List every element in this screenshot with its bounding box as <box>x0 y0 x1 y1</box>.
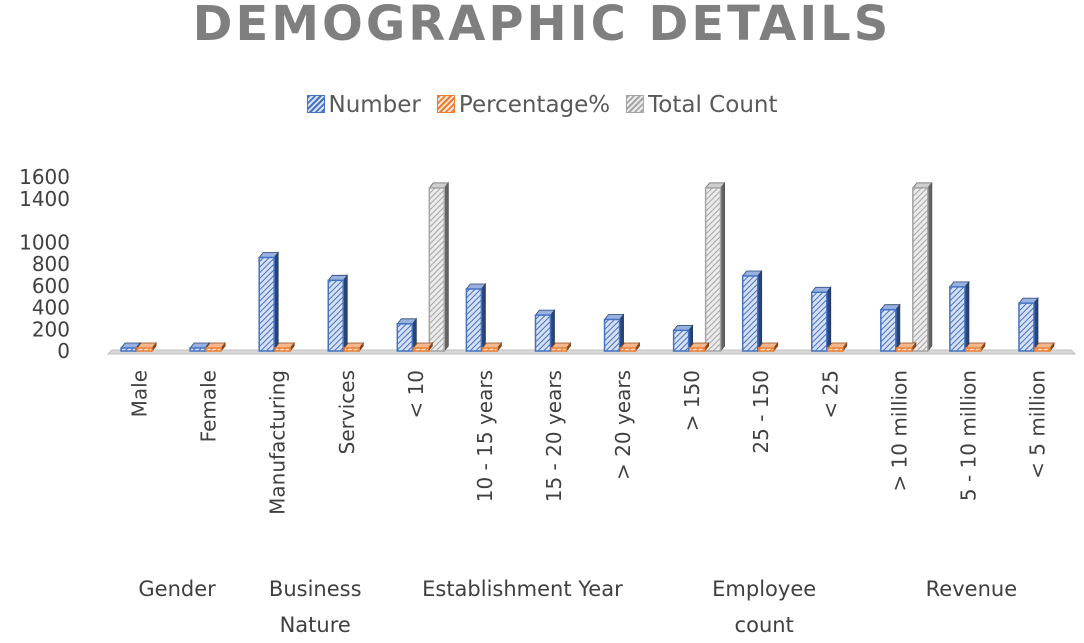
x-tick-label: > 150 <box>680 370 704 431</box>
x-tick-label: Manufacturing <box>266 370 290 515</box>
bar-number <box>949 280 970 353</box>
group-label: Establishment Year <box>422 577 623 601</box>
legend-label: Total Count <box>648 92 778 118</box>
x-tick-label: < 5 million <box>1025 370 1049 479</box>
bar-number <box>879 303 901 353</box>
x-tick-label: < 10 <box>404 370 428 419</box>
bar-percentage <box>619 341 641 353</box>
y-tick-label: 1600 <box>19 165 70 189</box>
x-tick-label: 10 - 15 years <box>473 370 497 502</box>
bar-number <box>810 286 832 353</box>
x-tick-label: > 10 million <box>887 370 911 492</box>
bar-number <box>465 282 487 353</box>
bar-percentage <box>688 341 710 353</box>
bar-percentage <box>136 341 157 353</box>
legend-item: Percentage% <box>436 92 611 118</box>
legend-swatch <box>306 95 325 113</box>
bar-number <box>534 308 556 353</box>
chart-legend: Number Percentage% Total Count <box>0 92 1084 118</box>
bar-total-count <box>428 181 450 353</box>
x-tick-label: Services <box>335 370 359 454</box>
x-tick-label: > 20 years <box>611 370 635 480</box>
bar-percentage <box>205 341 226 353</box>
group-label: Revenue <box>926 577 1017 601</box>
bar-percentage <box>412 341 434 353</box>
bar-percentage <box>274 341 296 353</box>
bar-percentage <box>343 341 365 353</box>
y-tick-label: 600 <box>32 274 70 298</box>
group-label: Employee <box>712 577 816 601</box>
bar-percentage <box>757 341 779 353</box>
chart-floor <box>106 349 1077 355</box>
bar-total-count <box>911 181 933 353</box>
x-tick-label: 25 - 150 <box>749 370 773 454</box>
legend-label: Number <box>328 92 421 118</box>
bar-percentage <box>965 341 986 353</box>
bar-percentage <box>895 341 917 353</box>
bar-percentage <box>481 341 503 353</box>
bar-percentage <box>550 341 572 353</box>
y-tick-label: 0 <box>57 339 70 363</box>
legend-swatch <box>436 95 455 113</box>
bar-number <box>258 251 280 353</box>
x-tick-label: 15 - 20 years <box>542 370 566 502</box>
bar-number <box>603 313 625 353</box>
group-label: count <box>735 613 794 637</box>
y-tick-label: 1000 <box>19 230 70 254</box>
bar-percentage <box>1034 341 1055 353</box>
y-tick-label: 200 <box>32 317 70 341</box>
y-tick-label: 400 <box>32 296 70 320</box>
bar-number <box>327 274 349 353</box>
bar-total-count <box>704 181 726 353</box>
bar-number <box>1018 297 1039 353</box>
x-tick-label: < 25 <box>818 370 842 419</box>
legend-item: Total Count <box>626 92 778 118</box>
y-tick-label: 800 <box>32 252 70 276</box>
legend-item: Number <box>306 92 421 118</box>
bar-number <box>396 317 418 353</box>
chart-title: DEMOGRAPHIC DETAILS <box>192 0 892 52</box>
group-label: Nature <box>280 613 351 637</box>
y-tick-label: 1400 <box>19 187 70 211</box>
bar-percentage <box>826 341 848 353</box>
x-tick-label: 5 - 10 million <box>956 370 980 501</box>
legend-swatch <box>626 95 645 113</box>
bar-number <box>741 269 763 353</box>
x-tick-label: Male <box>128 370 152 417</box>
group-label: Gender <box>138 577 216 601</box>
x-tick-label: Female <box>197 370 221 442</box>
bar-number <box>672 324 694 353</box>
legend-label: Percentage% <box>458 92 611 118</box>
group-label: Business <box>269 577 362 601</box>
